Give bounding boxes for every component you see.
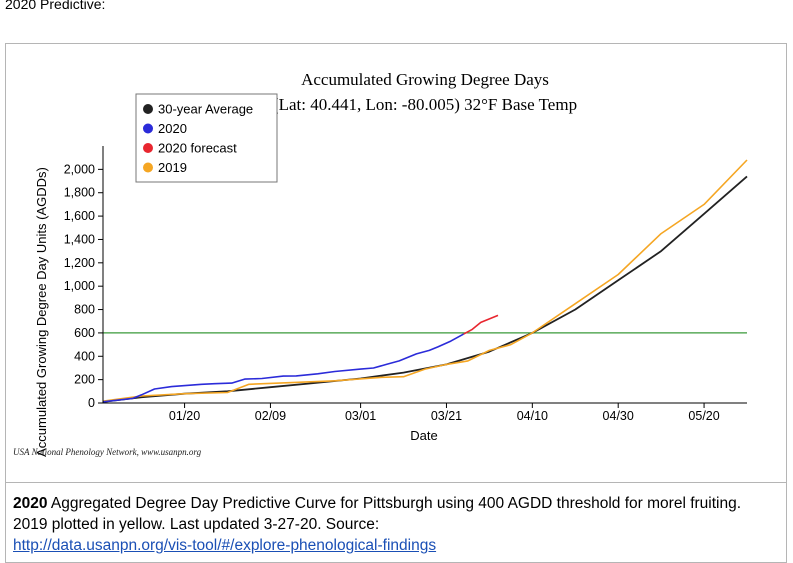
x-axis-label: Date: [410, 428, 437, 443]
y-tick-label: 800: [74, 303, 95, 317]
y-tick-label: 1,600: [64, 209, 95, 223]
y-tick-label: 2,000: [64, 162, 95, 176]
y-tick-label: 200: [74, 373, 95, 387]
series-line-y2019: [102, 159, 748, 402]
legend-label-y2019: 2019: [158, 160, 187, 175]
y-tick-label: 1,000: [64, 279, 95, 293]
x-tick-label: 01/20: [169, 409, 200, 423]
legend-marker-y2020: [143, 123, 153, 134]
source-link[interactable]: http://data.usanpn.org/vis-tool/#/explor…: [13, 537, 437, 554]
legend-marker-y2019: [143, 162, 153, 173]
legend-label-avg: 30-year Average: [158, 102, 253, 117]
y-tick-label: 600: [74, 326, 95, 340]
x-tick-label: 03/21: [431, 409, 462, 423]
chart-area: Accumulated Growing Degree Days (Lat: 40…: [6, 44, 788, 485]
caption-bold: 2020: [13, 495, 48, 512]
agdd-chart: Accumulated Growing Degree Days (Lat: 40…: [34, 70, 748, 457]
x-tick-label: 05/20: [688, 409, 719, 423]
legend-box: [135, 93, 278, 183]
x-tick-label: 02/09: [255, 409, 286, 423]
figure-caption: 2020 Aggregated Degree Day Predictive Cu…: [13, 493, 773, 556]
y-tick-label: 0: [88, 396, 95, 410]
x-tick-label: 04/10: [517, 409, 548, 423]
series-line-forecast: [463, 314, 499, 335]
y-tick-label: 1,800: [64, 186, 95, 200]
caption-divider: [6, 482, 786, 483]
source-credit: USA National Phenology Network, www.usan…: [13, 447, 202, 457]
legend-marker-avg: [143, 104, 153, 114]
caption-text: Aggregated Degree Day Predictive Curve f…: [13, 495, 742, 533]
chart-legend: 30-year Average 2020 2020 forecast 2019: [135, 93, 278, 183]
legend-label-forecast: 2020 forecast: [158, 141, 237, 156]
legend-marker-forecast: [143, 143, 153, 153]
page-heading: 2020 Predictive:: [5, 0, 106, 12]
series-line-avg: [102, 175, 748, 403]
chart-subtitle: (Lat: 40.441, Lon: -80.005) 32°F Base Te…: [273, 95, 577, 114]
y-tick-label: 400: [74, 349, 95, 363]
y-axis-label: Accumulated Growing Degree Day Units (AG…: [34, 167, 49, 457]
legend-label-y2020: 2020: [158, 121, 187, 136]
x-tick-label: 03/01: [345, 409, 376, 423]
y-tick-label: 1,400: [64, 232, 95, 246]
series-line-y2020: [102, 333, 464, 403]
y-tick-label: 1,200: [64, 256, 95, 270]
chart-title: Accumulated Growing Degree Days: [301, 70, 549, 89]
x-tick-label: 04/30: [603, 409, 634, 423]
chart-figure: Accumulated Growing Degree Days (Lat: 40…: [5, 43, 787, 563]
